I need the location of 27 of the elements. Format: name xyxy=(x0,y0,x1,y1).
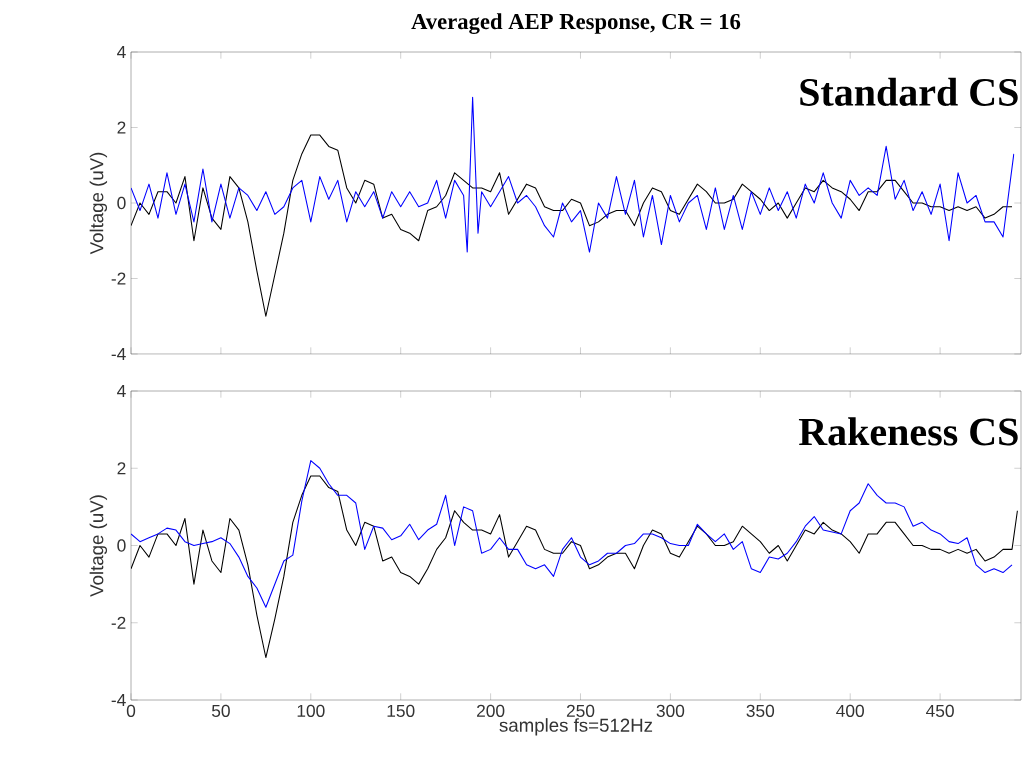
y-tick-label: 4 xyxy=(117,385,126,397)
x-tick-label: 350 xyxy=(746,704,775,717)
x-tick-label: 150 xyxy=(387,704,415,717)
y-tick-label: 0 xyxy=(117,539,126,552)
y-axis-title: Voltage (uV) xyxy=(89,495,108,597)
y-tick-label: -4 xyxy=(111,694,126,706)
x-tick-label: 100 xyxy=(297,704,325,717)
y-tick-label: 2 xyxy=(117,462,126,475)
x-tick-label: 300 xyxy=(656,704,685,717)
y-tick-label: -2 xyxy=(111,272,126,285)
chart-title: Averaged AEP Response, CR = 16 xyxy=(411,13,741,34)
y-tick-label: 0 xyxy=(117,196,126,210)
y-tick-label: 4 xyxy=(117,46,126,58)
x-tick-label: 50 xyxy=(211,704,230,717)
x-axis-title: samples fs=512Hz xyxy=(499,718,653,736)
x-tick-label: 250 xyxy=(566,704,595,717)
x-tick-label: 200 xyxy=(477,704,505,717)
y-axis-title: Voltage (uV) xyxy=(89,152,108,255)
x-tick-label: 450 xyxy=(926,704,954,717)
y-tick-label: 2 xyxy=(117,121,126,134)
y-tick-label: -2 xyxy=(111,616,126,629)
y-tick-label: -4 xyxy=(111,348,126,360)
annotation: Rakeness CS xyxy=(798,417,1018,446)
x-tick-label: 0 xyxy=(126,704,136,717)
line-series xyxy=(131,475,1018,659)
x-tick-label: 400 xyxy=(836,704,864,717)
annotation: Standard CS xyxy=(800,77,1018,106)
